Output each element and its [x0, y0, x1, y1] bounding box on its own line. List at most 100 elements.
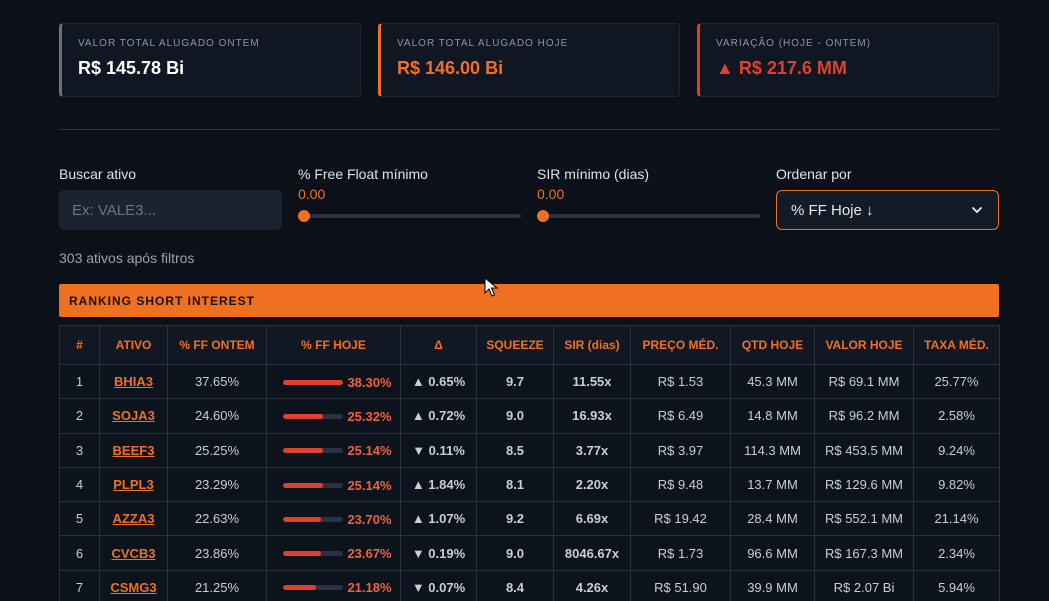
- ff-bar-fill: [283, 379, 344, 385]
- cell-sir: 6.69x: [553, 501, 631, 537]
- free-float-label: % Free Float mínimo: [298, 166, 428, 182]
- filters-panel: Buscar ativo % Free Float mínimo 0.00 SI…: [59, 166, 999, 230]
- ff-bar: [283, 379, 344, 385]
- cell-qtd: 96.6 MM: [730, 535, 815, 571]
- table-row[interactable]: 4 PLPL3 23.29% 25.14% ▲ 1.84% 8.1 2.20x R$ 9.48…: [59, 466, 1000, 503]
- col-header[interactable]: QTD HOJE: [730, 325, 815, 365]
- slider-thumb[interactable]: [537, 210, 549, 222]
- cell-taxa: 9.82%: [913, 466, 1000, 503]
- table-row[interactable]: 1 BHIA3 37.65% 38.30% ▲ 0.65% 9.7 11.55x R$ 1.5…: [59, 363, 1000, 400]
- cell-delta: ▲ 1.84%: [400, 466, 477, 503]
- cell-qtd: 13.7 MM: [730, 466, 815, 503]
- cell-delta: ▼ 0.11%: [400, 432, 477, 468]
- col-header[interactable]: VALOR HOJE: [814, 325, 914, 365]
- cell-ff-ontem: 23.29%: [167, 466, 267, 503]
- col-header[interactable]: #: [59, 325, 100, 365]
- card-label: VARIAÇÃO (HOJE - ONTEM): [716, 38, 872, 49]
- col-header[interactable]: SQUEEZE: [476, 325, 554, 365]
- col-header[interactable]: ATIVO: [99, 325, 168, 365]
- ativo-link[interactable]: CSMG3: [110, 579, 157, 595]
- cell-rank: 6: [59, 535, 100, 571]
- ativo-link[interactable]: BHIA3: [113, 374, 153, 390]
- card-valor-ontem: VALOR TOTAL ALUGADO ONTEM R$ 145.78 Bi: [59, 23, 361, 97]
- cell-ff-hoje: 25.32%: [266, 398, 401, 434]
- cell-qtd: 39.9 MM: [730, 569, 815, 601]
- sir-label: SIR mínimo (dias): [537, 166, 650, 182]
- free-float-filter: % Free Float mínimo 0.00: [298, 166, 521, 230]
- cell-valor: R$ 96.2 MM: [814, 398, 914, 434]
- col-header[interactable]: PREÇO MÉD.: [630, 325, 731, 365]
- ff-hoje-value: 23.70%: [347, 511, 392, 527]
- cell-ff-ontem: 37.65%: [167, 363, 267, 400]
- cell-ff-hoje: 23.70%: [266, 501, 401, 537]
- card-value: R$ 146.00 Bi: [397, 58, 504, 78]
- card-variacao: VARIAÇÃO (HOJE - ONTEM) ▲ R$ 217.6 MM: [697, 23, 999, 97]
- search-input[interactable]: [72, 201, 269, 219]
- cell-rank: 3: [59, 432, 100, 468]
- col-header[interactable]: % FF ONTEM: [167, 325, 267, 365]
- col-header[interactable]: Δ: [400, 325, 477, 365]
- cell-rank: 2: [59, 398, 100, 434]
- col-header[interactable]: TAXA MÉD.: [913, 325, 1000, 365]
- cell-valor: R$ 69.1 MM: [814, 363, 914, 400]
- slider-thumb[interactable]: [298, 210, 310, 222]
- cell-valor: R$ 129.6 MM: [814, 466, 914, 503]
- ff-hoje-value: 25.14%: [347, 443, 392, 459]
- card-value: R$ 145.78 Bi: [78, 58, 185, 78]
- table-row[interactable]: 3 BEEF3 25.25% 25.14% ▼ 0.11% 8.5 3.77x R$ 3.97…: [59, 432, 1000, 468]
- col-header[interactable]: SIR (dias): [553, 325, 631, 365]
- cell-preco: R$ 1.53: [630, 363, 731, 400]
- cell-ativo: SOJA3: [99, 398, 168, 434]
- ff-bar: [283, 516, 344, 522]
- sir-value: 0.00: [537, 186, 565, 202]
- sir-filter: SIR mínimo (dias) 0.00: [537, 166, 760, 230]
- search-box[interactable]: [59, 190, 282, 230]
- ff-hoje-value: 25.32%: [347, 408, 392, 424]
- cell-valor: R$ 2.07 Bi: [814, 569, 914, 601]
- ff-hoje-value: 38.30%: [347, 374, 392, 390]
- search-filter: Buscar ativo: [59, 166, 282, 230]
- summary-cards: VALOR TOTAL ALUGADO ONTEM R$ 145.78 Bi V…: [59, 23, 999, 97]
- cell-qtd: 45.3 MM: [730, 363, 815, 400]
- cell-delta: ▲ 0.72%: [400, 398, 477, 434]
- cell-taxa: 25.77%: [913, 363, 1000, 400]
- ativo-link[interactable]: BEEF3: [112, 442, 155, 458]
- ff-bar-fill: [283, 482, 324, 488]
- cell-ff-hoje: 38.30%: [266, 363, 401, 400]
- free-float-value: 0.00: [298, 186, 326, 202]
- cell-ativo: AZZA3: [99, 501, 168, 537]
- ativo-link[interactable]: SOJA3: [112, 408, 155, 424]
- cell-sir: 16.93x: [553, 398, 631, 434]
- sir-slider[interactable]: [537, 210, 760, 222]
- cell-taxa: 21.14%: [913, 501, 1000, 537]
- cell-delta: ▼ 0.07%: [400, 569, 477, 601]
- table-row[interactable]: 6 CVCB3 23.86% 23.67% ▼ 0.19% 9.0 8046.67x R$ 1…: [59, 535, 1000, 571]
- cell-ff-hoje: 23.67%: [266, 535, 401, 571]
- cell-valor: R$ 552.1 MM: [814, 501, 914, 537]
- cell-delta: ▲ 0.65%: [400, 363, 477, 400]
- chevron-down-icon: [972, 207, 982, 213]
- card-valor-hoje: VALOR TOTAL ALUGADO HOJE R$ 146.00 Bi: [378, 23, 680, 97]
- cell-preco: R$ 19.42: [630, 501, 731, 537]
- ativo-link[interactable]: PLPL3: [113, 477, 154, 493]
- ff-bar: [283, 551, 344, 557]
- sort-label: Ordenar por: [776, 166, 852, 182]
- table-row[interactable]: 7 CSMG3 21.25% 21.18% ▼ 0.07% 8.4 4.26x R$ 51.9…: [59, 569, 1000, 601]
- ff-bar-fill: [283, 448, 324, 454]
- ativo-link[interactable]: CVCB3: [111, 545, 156, 561]
- sort-select[interactable]: % FF Hoje ↓: [776, 190, 999, 230]
- card-value: ▲ R$ 217.6 MM: [716, 58, 847, 78]
- col-header[interactable]: % FF HOJE: [266, 325, 401, 365]
- free-float-slider[interactable]: [298, 210, 521, 222]
- ativo-link[interactable]: AZZA3: [112, 511, 155, 527]
- section-header: RANKING SHORT INTEREST: [59, 284, 999, 317]
- ff-bar-fill: [283, 413, 324, 419]
- table-row[interactable]: 2 SOJA3 24.60% 25.32% ▲ 0.72% 9.0 16.93x R$ 6.4…: [59, 398, 1000, 434]
- cell-preco: R$ 51.90: [630, 569, 731, 601]
- table-row[interactable]: 5 AZZA3 22.63% 23.70% ▲ 1.07% 9.2 6.69x R$ 19.4…: [59, 501, 1000, 537]
- cell-ff-ontem: 21.25%: [167, 569, 267, 601]
- cell-preco: R$ 3.97: [630, 432, 731, 468]
- section-title: RANKING SHORT INTEREST: [69, 293, 256, 308]
- ranking-table: # ATIVO % FF ONTEM % FF HOJE Δ SQUEEZE S…: [59, 325, 1000, 601]
- cell-ativo: BEEF3: [99, 432, 168, 468]
